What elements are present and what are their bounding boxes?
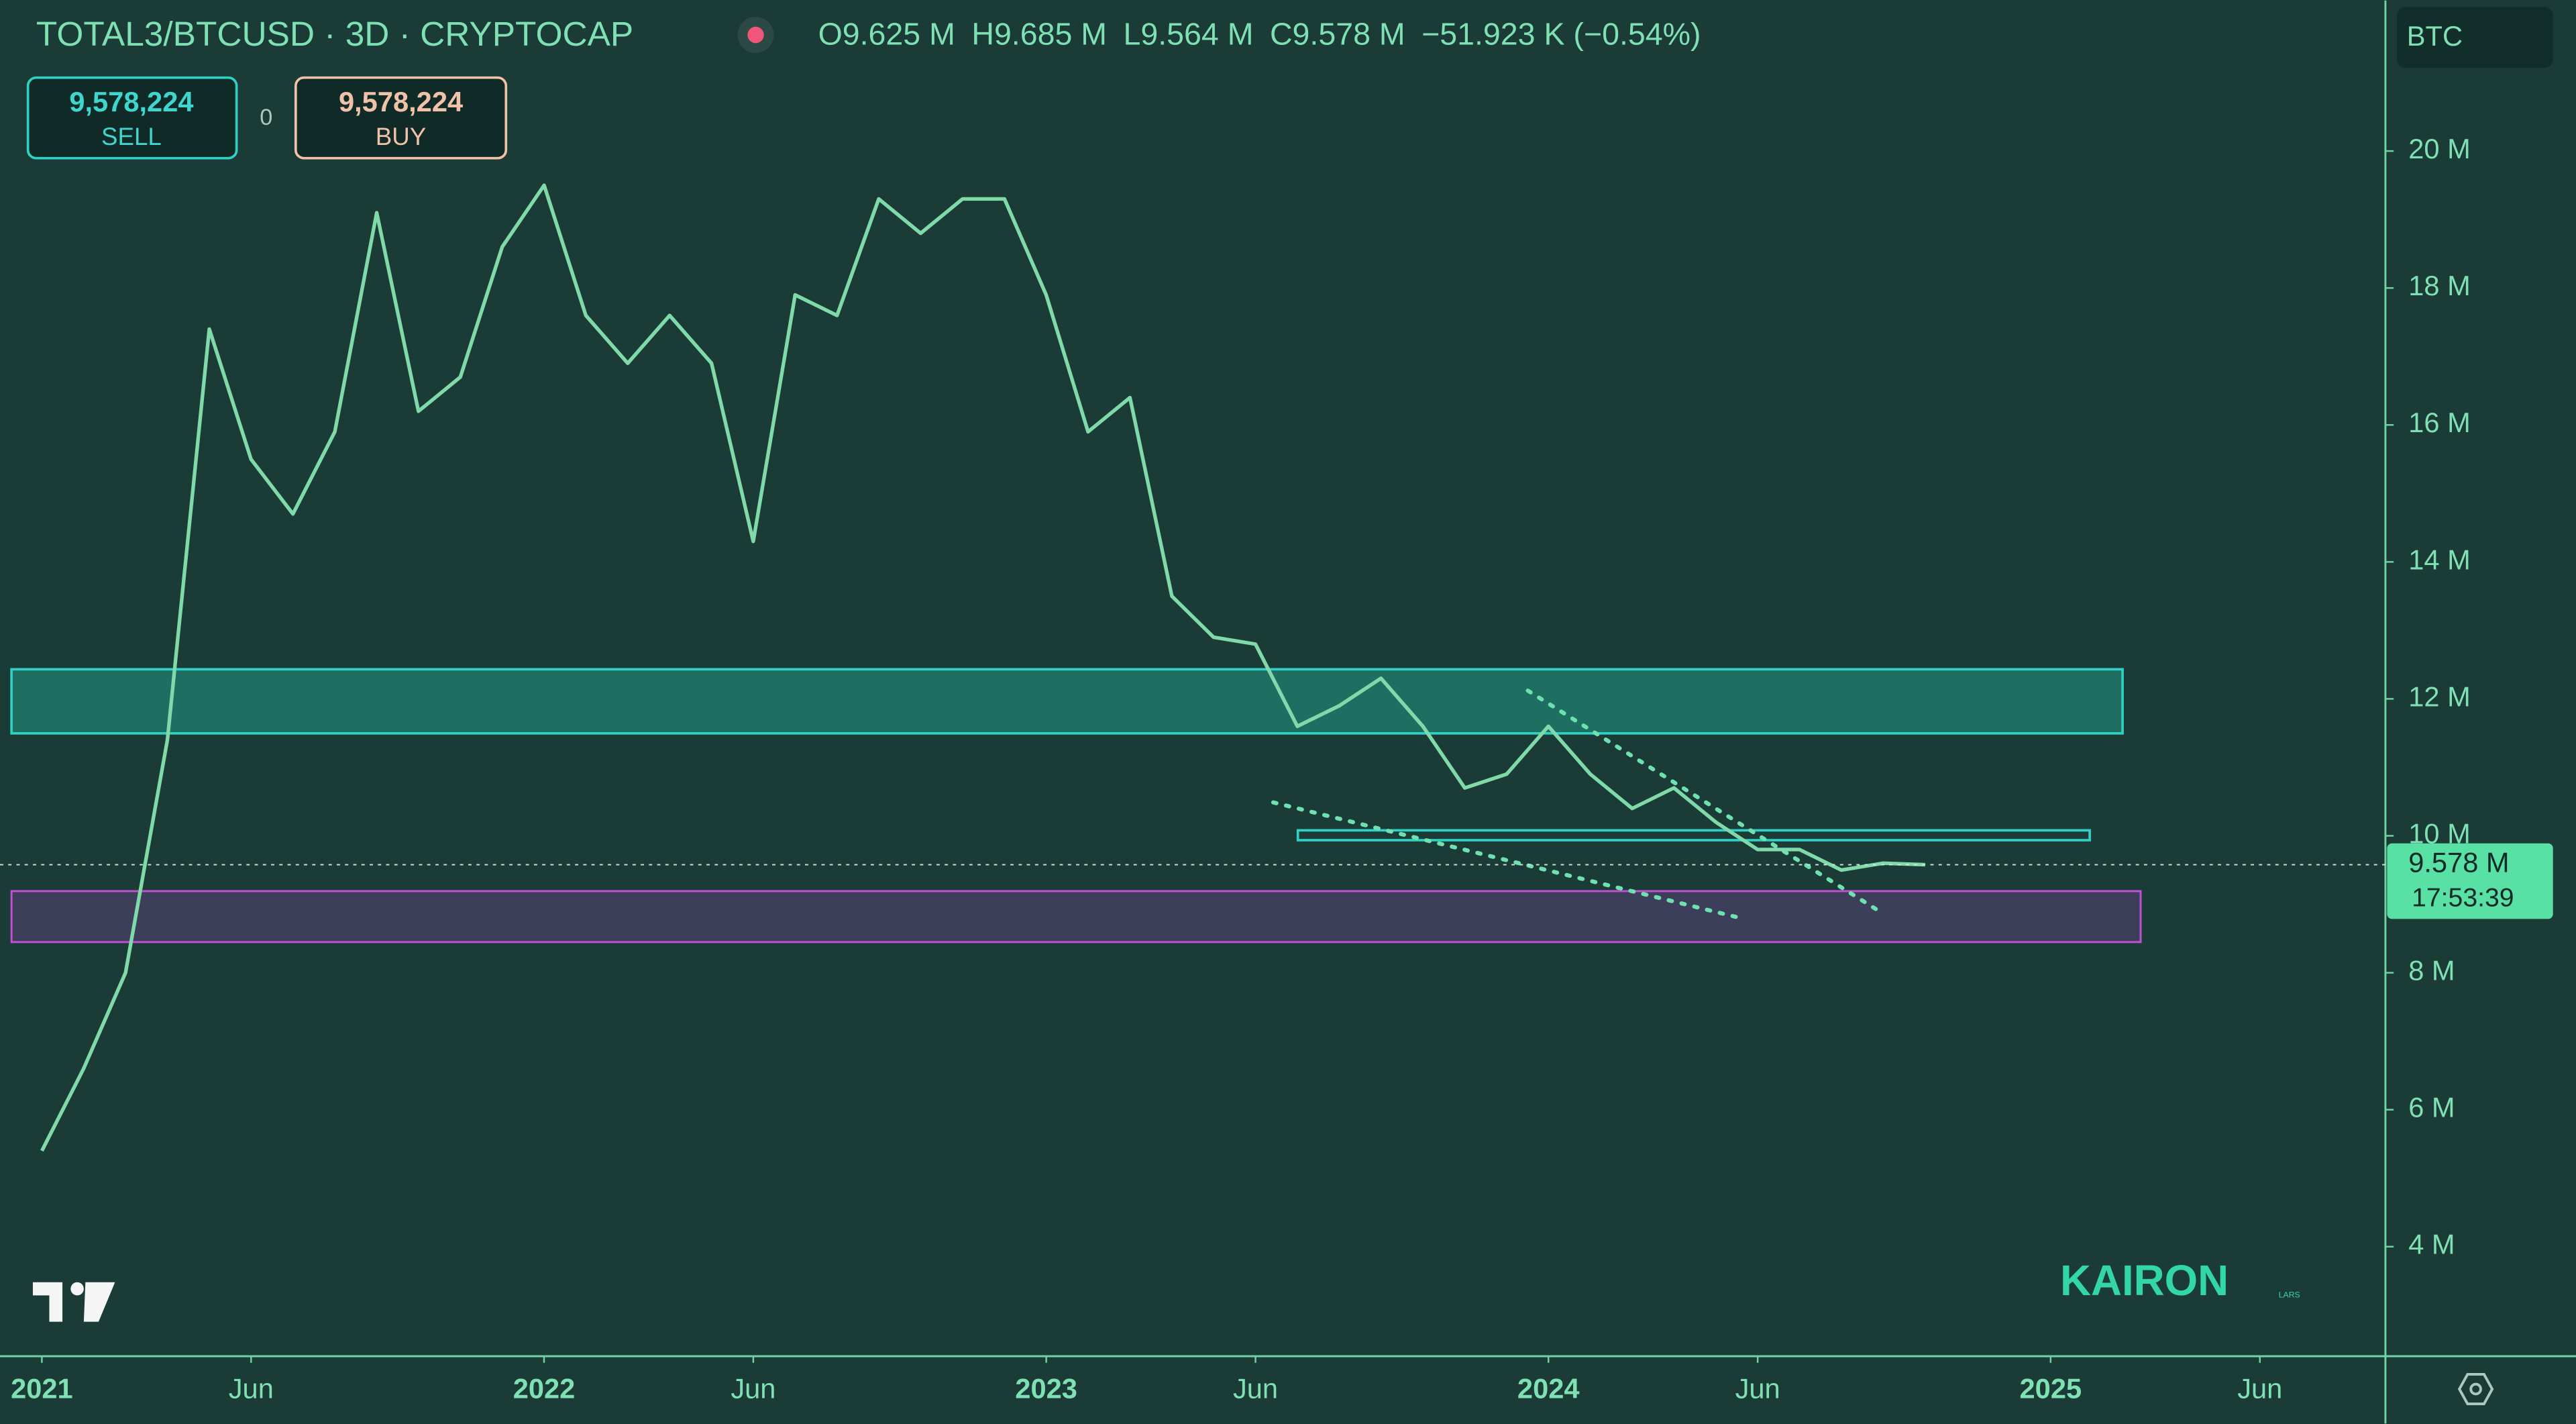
high-label: H (971, 17, 994, 52)
price-tag (2387, 843, 2553, 919)
spread: 0 (260, 105, 272, 130)
x-tick-label: 2024 (1517, 1372, 1580, 1404)
tv-logo[interactable] (32, 1282, 115, 1322)
y-tick-label: 16 M (2408, 407, 2471, 438)
x-tick-label: Jun (731, 1372, 775, 1404)
buy-label: BUY (376, 123, 427, 150)
y-tick-label: 14 M (2408, 544, 2471, 575)
y-tick-label: 20 M (2408, 133, 2471, 164)
low-label: L (1124, 17, 1141, 52)
trendline-lower (1271, 800, 1747, 921)
x-tick-label: 2022 (513, 1372, 576, 1404)
x-tick-label: 2021 (11, 1372, 73, 1404)
resistance-zone (10, 668, 2124, 735)
y-tick-label: 12 M (2408, 680, 2471, 712)
x-tick-label: Jun (2237, 1372, 2282, 1404)
watermark-sub: LARS (2279, 1290, 2300, 1300)
buy-price: 9,578,224 (339, 86, 463, 117)
open: 9.625 M (843, 17, 955, 52)
y-tick-label: 6 M (2408, 1092, 2455, 1123)
change: −51.923 K (−0.54%) (1421, 17, 1701, 52)
sell-price: 9,578,224 (69, 86, 193, 117)
sell-box[interactable] (26, 76, 238, 160)
ohlc: O9.625 M H9.685 M L9.564 M C9.578 M −51.923 … (818, 17, 1701, 52)
support-zone (10, 890, 2142, 944)
x-tick-label: Jun (1735, 1372, 1780, 1404)
x-tick-label: Jun (229, 1372, 274, 1404)
x-tick-label: Jun (1233, 1372, 1278, 1404)
settings-hex (2457, 1372, 2494, 1405)
price-line (40, 183, 1925, 1152)
watermark-brand: KAIRON (2060, 1257, 2229, 1305)
x-tick-label: 2025 (2020, 1372, 2082, 1404)
settings-icon[interactable] (2457, 1372, 2494, 1405)
y-tick-label: 8 M (2408, 955, 2455, 986)
buy-box[interactable] (294, 76, 508, 160)
x-tick-label: 2023 (1015, 1372, 1077, 1404)
range-box (1296, 829, 2091, 842)
currency: BTC (2407, 20, 2463, 52)
trendline-upper (1525, 689, 1878, 911)
symbol: TOTAL3/BTCUSD · 3D · CRYPTOCAP (36, 14, 633, 53)
tv-logo-dot (70, 1282, 84, 1296)
drawings (10, 668, 2142, 944)
sell-label: SELL (101, 123, 162, 150)
y-tick-label: 18 M (2408, 270, 2471, 301)
currency-box[interactable] (2397, 7, 2553, 68)
close-label: C (1270, 17, 1293, 52)
price-tag-price: 9.578 M (2408, 847, 2509, 878)
status-dot (747, 26, 764, 44)
tv-logo-v (83, 1282, 115, 1322)
close: 9.578 M (1293, 17, 1405, 52)
price-tag-countdown: 17:53:39 (2412, 883, 2514, 912)
high: 9.685 M (994, 17, 1107, 52)
y-tick-label: 4 M (2408, 1229, 2455, 1260)
settings-center (2469, 1382, 2482, 1396)
open-label: O (818, 17, 843, 52)
tv-logo-t (32, 1282, 79, 1322)
buy-button[interactable]: 9,578,224 BUY (294, 76, 508, 160)
low: 9.564 M (1140, 17, 1253, 52)
sell-button[interactable]: 9,578,224 SELL (26, 76, 238, 160)
